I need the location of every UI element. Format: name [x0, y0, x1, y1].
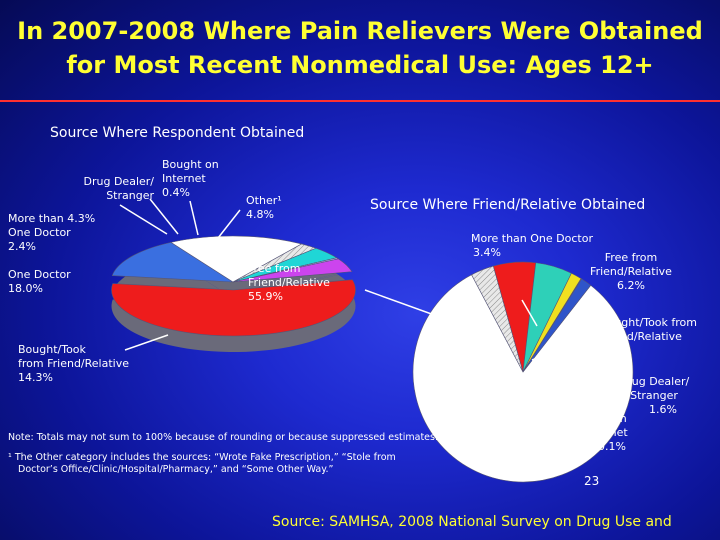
- label-value: 0.4%: [162, 186, 190, 199]
- pie-2: [412, 261, 634, 483]
- leader-lines: [119, 198, 601, 416]
- label-text: Internet: [584, 426, 628, 439]
- leader-p2-free-from: [521, 299, 538, 327]
- label-text: Bought/Took: [18, 343, 86, 356]
- label-text: Other¹: [246, 194, 282, 207]
- label-p2-other: Other¹ 1.6%: [527, 425, 563, 453]
- label-p2-drug-dealer: Drug Dealer/ Stranger 1.6%: [612, 375, 696, 417]
- left-chart-title: Source Where Respondent Obtained: [50, 125, 305, 141]
- footnote-line-2: Doctor’s Office/Clinic/Hospital/Pharmacy…: [18, 464, 334, 475]
- label-text: Stranger: [630, 389, 678, 402]
- leader-p2-internet: [525, 373, 566, 394]
- slice-other1: [522, 278, 592, 373]
- label-text: from Friend/Relative: [18, 357, 129, 370]
- label-value: 3.4%: [473, 246, 501, 259]
- label-more-than-one-doctor: More than 4.3% One Doctor 2.4%: [8, 212, 95, 254]
- slice-one-doctor: [412, 274, 634, 483]
- label-text: One Doctor: [8, 268, 71, 281]
- label-text: Doctor: [437, 332, 474, 345]
- label-text: Free from: [604, 251, 658, 264]
- label-text: Other¹: [527, 425, 563, 438]
- label-value: 1.6%: [527, 439, 555, 452]
- label-text: Stranger: [106, 189, 154, 202]
- label-drug-dealer: Drug Dealer/ Stranger: [64, 175, 154, 203]
- label-text: Drug Dealer/: [618, 375, 690, 388]
- totals-note: Note: Totals may not sum to 100% because…: [8, 432, 438, 443]
- label-value-drug-dealer: 4.3%: [67, 212, 96, 225]
- leader-p2-more-than-one-doctor: [364, 289, 463, 326]
- label-value: 2.4%: [8, 240, 36, 253]
- label-text: More than: [8, 212, 64, 225]
- title-divider: [0, 100, 720, 102]
- slice-free-from-friend-relative: [111, 279, 356, 337]
- footnote-line-1: ¹ The Other category includes the source…: [8, 452, 396, 463]
- label-text: Friend/Relative: [590, 265, 672, 278]
- leader-bought-took: [124, 334, 169, 351]
- label-p2-one-doctor: One Doctor 81.7%: [437, 318, 474, 360]
- slice-bought-took-from-friend-relative: [111, 242, 235, 283]
- label-p2-more-than-one-doctor: More than One Doctor 3.4%: [471, 232, 593, 260]
- leader-more-than-one-doctor: [119, 204, 168, 235]
- leader-other: [217, 209, 241, 239]
- title-line-1: In 2007-2008 Where Pain Relievers Were O…: [17, 17, 703, 45]
- label-p2-free-from-friend: Free from Friend/Relative 6.2%: [586, 251, 676, 293]
- label-text: More than One Doctor: [471, 232, 593, 245]
- leader-bought-on-internet: [189, 200, 199, 236]
- label-value: 18.0%: [8, 282, 43, 295]
- label-text: One Doctor: [8, 226, 71, 239]
- leader-drug-dealer: [149, 198, 179, 235]
- label-p2-bought-on-internet: Bought on Internet 0.1%: [570, 412, 628, 454]
- source-citation: Source: SAMHSA, 2008 National Survey on …: [272, 514, 672, 530]
- label-text: Drug Dealer/: [83, 175, 154, 188]
- label-bought-took: Bought/Took from Friend/Relative 14.3%: [18, 343, 129, 385]
- title-line-2: for Most Recent Nonmedical Use: Ages 12+: [66, 51, 654, 79]
- label-text: One: [437, 318, 460, 331]
- label-value: 1.6%: [649, 403, 677, 416]
- label-value: 55.9%: [248, 290, 283, 303]
- label-text: Internet: [162, 172, 206, 185]
- label-p2-bought-took: Bought/Took from Friend/Relative 5.4%: [600, 316, 697, 358]
- label-text: Free from: [248, 262, 301, 275]
- leader-p2-bought-took: [531, 334, 601, 361]
- label-value: 4.8%: [246, 208, 274, 221]
- page-number: 23: [584, 474, 600, 488]
- label-value: 6.2%: [617, 279, 645, 292]
- label-text: Bought on: [570, 412, 627, 425]
- label-text: Friend/Relative: [600, 330, 682, 343]
- label-value: 5.4%: [600, 344, 628, 357]
- leader-p2-drug-dealer: [529, 369, 601, 376]
- label-value: 14.3%: [18, 371, 53, 384]
- label-other: Other¹ 4.8%: [246, 194, 282, 222]
- slide-title: In 2007-2008 Where Pain Relievers Were O…: [0, 14, 720, 82]
- pie-1: [111, 235, 356, 337]
- slice-other1: [232, 258, 353, 283]
- label-free-from-friend: Free from Friend/Relative 55.9%: [248, 262, 330, 304]
- label-text: Bought/Took from: [600, 316, 697, 329]
- label-value: 0.1%: [598, 440, 626, 453]
- label-text: Bought on: [162, 158, 219, 171]
- footnote: ¹ The Other category includes the source…: [8, 452, 396, 476]
- label-bought-on-internet: Bought on Internet 0.4%: [162, 158, 219, 200]
- right-chart-title: Source Where Friend/Relative Obtained: [370, 197, 646, 213]
- slice-one-doctor: [170, 235, 303, 283]
- leader-p2-other: [520, 376, 546, 416]
- label-value: 81.7%: [437, 346, 472, 359]
- label-text: Friend/Relative: [248, 276, 330, 289]
- label-one-doctor: One Doctor 18.0%: [8, 268, 71, 296]
